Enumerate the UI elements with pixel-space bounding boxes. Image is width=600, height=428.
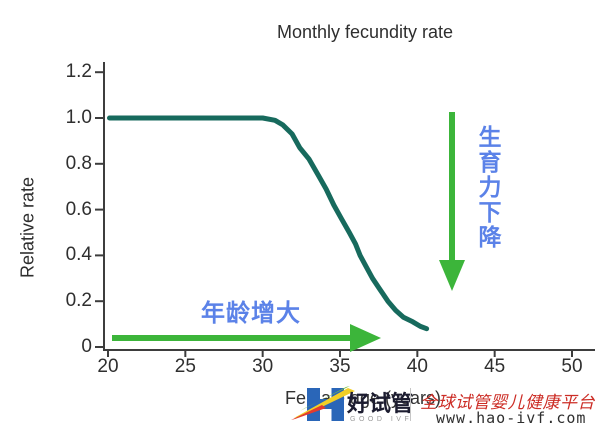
- annotation-age-increase: 年龄增大: [201, 300, 301, 327]
- age-arrow-head: [350, 324, 381, 352]
- y-tick-label: 0.4: [65, 244, 92, 266]
- watermark-divider: [410, 388, 411, 421]
- y-tick-label: 0.2: [65, 290, 92, 312]
- age-increase-arrow: [112, 324, 381, 352]
- logo-bolt-red: [291, 405, 326, 420]
- y-tick-label: 1.0: [65, 107, 92, 128]
- x-tick-label: 45: [484, 356, 506, 377]
- y-tick-label: 0: [81, 336, 92, 357]
- watermark-logo: [291, 386, 355, 421]
- x-tick-label: 50: [561, 356, 583, 377]
- watermark-brand-cn: 好试管: [347, 391, 414, 417]
- watermark-url: www.hao-ivf.com: [436, 409, 587, 427]
- y-axis-label: Relative rate: [17, 176, 38, 279]
- annotation-fertility-decline: 生育力下降: [475, 125, 501, 250]
- y-tick-label: 0.6: [65, 198, 92, 220]
- x-tick-label: 20: [97, 356, 119, 377]
- x-tick-label: 35: [329, 356, 351, 377]
- logo-bolt-yellow: [294, 388, 355, 418]
- x-tick-label: 25: [174, 356, 196, 377]
- fertility-arrow-head: [439, 260, 465, 291]
- y-tick-label: 1.2: [65, 61, 92, 83]
- fecundity-curve: [107, 115, 430, 332]
- watermark-brand-en: GOOD IVF: [350, 416, 413, 423]
- y-tick-label: 0.8: [65, 152, 92, 174]
- x-tick-label: 30: [252, 356, 274, 377]
- axis-ticks: [95, 71, 573, 357]
- watermark-tagline: 全球试管婴儿健康平台: [420, 393, 595, 413]
- x-tick-label: 40: [406, 356, 428, 377]
- fertility-decline-arrow: [439, 112, 465, 291]
- chart-title: Monthly fecundity rate: [276, 22, 454, 42]
